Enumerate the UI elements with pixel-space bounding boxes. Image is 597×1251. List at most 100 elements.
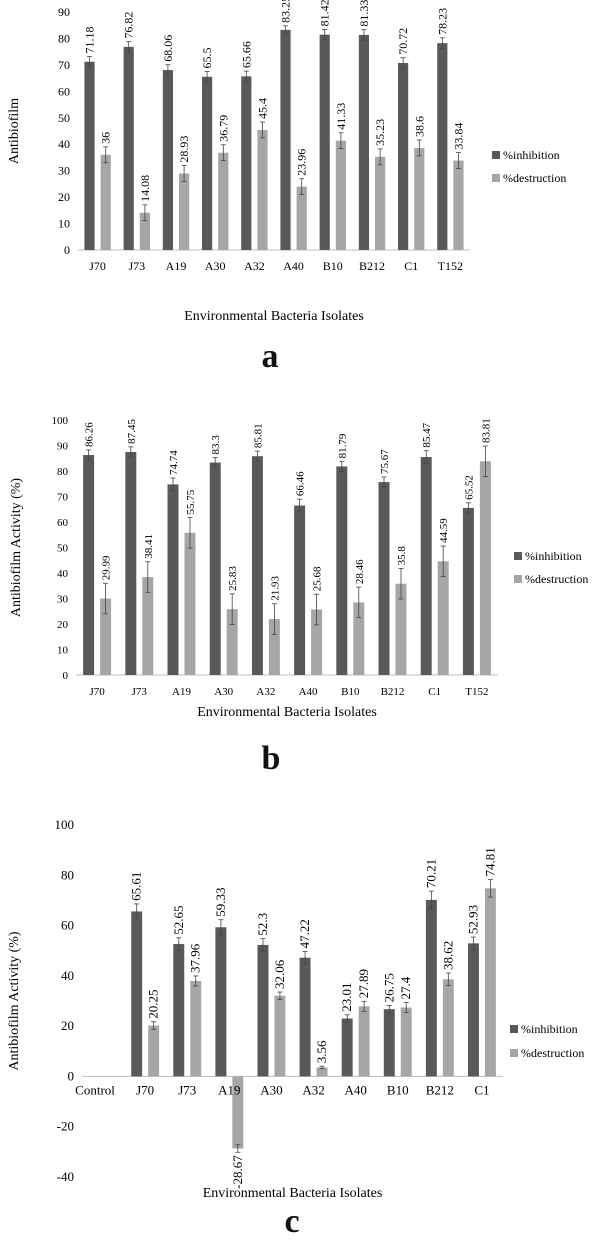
data-label: 35.23	[373, 119, 387, 146]
bar-inhibition	[462, 507, 474, 675]
data-label: 59.33	[213, 887, 228, 916]
legend-label: %inhibition	[525, 549, 582, 563]
data-label: 70.21	[423, 859, 438, 888]
x-tick-label: B10	[323, 259, 343, 273]
data-label: 83.81	[480, 418, 492, 443]
data-label: 23.96	[295, 149, 309, 176]
x-tick-label: J73	[132, 686, 148, 698]
data-label: 44.59	[438, 518, 450, 543]
data-label: 65.61	[129, 872, 144, 901]
bar-destruction	[484, 888, 496, 1077]
x-tick-label: A32	[302, 1082, 324, 1097]
data-label: 26.75	[381, 973, 396, 1002]
bar-destruction	[232, 1076, 244, 1149]
y-tick-label: 10	[57, 645, 69, 657]
panel-letter-c: c	[284, 1203, 300, 1240]
data-label: 21.93	[269, 576, 281, 601]
data-label: 52.3	[255, 913, 270, 936]
bar-inhibition	[173, 944, 185, 1077]
x-tick-label: C1	[404, 259, 418, 273]
y-tick-label: 80	[61, 867, 74, 882]
chart-a: 0 10 20 30 40 50 60 70 80 90 71.18 36 J70 76.82 14.08 J…	[7, 0, 566, 324]
data-label: 27.89	[356, 969, 371, 998]
data-label: 27.4	[398, 976, 413, 999]
data-label: 85.81	[252, 423, 264, 448]
bar-destruction	[311, 609, 323, 675]
y-axis-title: Antibiofilm Activity (%)	[7, 931, 22, 1071]
data-label: 83.3	[210, 435, 222, 455]
data-label: 83.25	[279, 0, 293, 23]
bar-inhibition	[167, 484, 179, 675]
y-tick-label: 20	[61, 1018, 74, 1033]
x-tick-label: A19	[218, 1082, 240, 1097]
y-tick-label: 90	[57, 441, 69, 453]
data-label: 29.99	[101, 555, 113, 580]
data-label: 23.01	[339, 983, 354, 1012]
data-label: 14.08	[138, 175, 152, 202]
data-label: 38.41	[143, 534, 155, 559]
y-axis-title: Antibiofilm	[7, 98, 22, 164]
data-label: 65.66	[239, 41, 253, 68]
data-label: -28.67	[230, 1155, 245, 1189]
data-label: 38.62	[440, 941, 455, 970]
x-tick-label: J70	[89, 686, 105, 698]
y-tick-label: 30	[58, 164, 70, 178]
x-tick-label: T152	[465, 686, 488, 698]
x-axis-title: Environmental Bacteria Isolates	[203, 1186, 383, 1201]
data-label: 52.65	[171, 906, 186, 935]
bar-inhibition	[162, 70, 173, 251]
data-label: 36	[99, 132, 113, 144]
bar-inhibition	[358, 34, 369, 250]
x-tick-label: A19	[172, 686, 191, 698]
y-tick-label: 40	[57, 568, 69, 580]
bar-inhibition	[83, 455, 95, 675]
bar-destruction	[437, 561, 449, 675]
data-label: 3.56	[314, 1040, 329, 1063]
panel-a: 0 10 20 30 40 50 60 70 80 90 71.18 36 J70 76.82 14.08 J…	[0, 0, 597, 395]
y-tick-label: 80	[57, 466, 69, 478]
bar-inhibition	[378, 482, 390, 675]
data-label: 66.46	[295, 471, 307, 496]
bar-inhibition	[202, 76, 213, 251]
data-label: 76.82	[122, 12, 136, 39]
chart-c: -40 -20 0 20 40 60 80 100 Control 65.61 20.25 J70 52…	[7, 817, 584, 1201]
data-label: 74.74	[168, 450, 180, 475]
x-tick-label: J73	[128, 259, 145, 273]
y-tick-label: -20	[57, 1119, 74, 1134]
y-tick-label: 60	[61, 918, 74, 933]
bar-inhibition	[251, 456, 263, 675]
x-tick-label: A19	[166, 259, 187, 273]
y-tick-label: 0	[64, 243, 70, 257]
y-tick-label: 60	[57, 517, 69, 529]
data-label: 86.26	[84, 422, 96, 447]
data-label: 85.47	[421, 422, 433, 447]
bar-destruction	[442, 979, 454, 1077]
data-label: 25.83	[227, 566, 239, 591]
bar-destruction	[142, 577, 154, 675]
x-tick-label: A30	[260, 1082, 282, 1097]
x-tick-label: J70	[136, 1082, 154, 1097]
data-label: 45.4	[255, 98, 269, 119]
data-label: 55.75	[185, 489, 197, 514]
bar-destruction	[218, 152, 229, 250]
bar-destruction	[335, 140, 346, 250]
x-tick-label: A32	[244, 259, 265, 273]
bar-inhibition	[336, 466, 348, 675]
panel-letter-a: a	[261, 338, 279, 375]
x-tick-label: T152	[438, 259, 463, 273]
bar-destruction	[358, 1006, 370, 1077]
bar-destruction	[479, 461, 491, 675]
x-tick-label: C1	[474, 1082, 489, 1097]
bar-inhibition	[341, 1018, 353, 1077]
x-axis-title: Environmental Bacteria Isolates	[197, 705, 377, 720]
bar-destruction	[274, 995, 286, 1077]
x-tick-label: A40	[283, 259, 304, 273]
bar-inhibition	[280, 29, 291, 250]
legend-label: %destruction	[521, 1046, 584, 1060]
y-tick-label: 0	[63, 670, 69, 682]
bar-destruction	[414, 147, 425, 250]
bar-destruction	[400, 1007, 412, 1077]
bar-inhibition	[209, 462, 221, 675]
data-label: 28.46	[354, 559, 366, 584]
bar-destruction	[184, 532, 196, 675]
